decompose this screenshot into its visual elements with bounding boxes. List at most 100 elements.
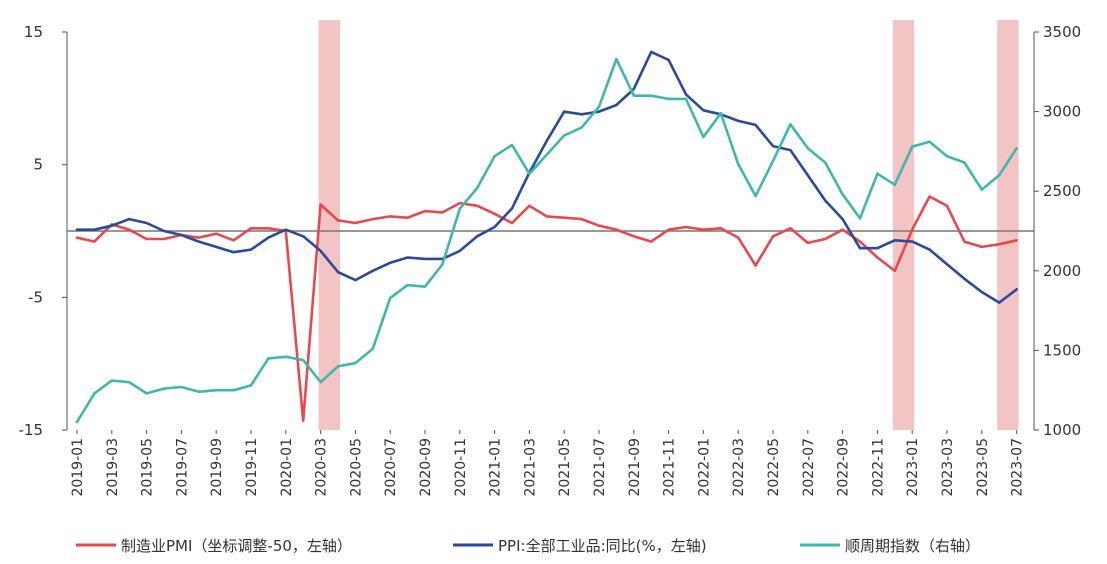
x-tick-label: 2023-01 (905, 438, 921, 497)
series-pmi-line (75, 195, 1018, 423)
series-cyclical-index-point (893, 183, 896, 187)
series-pmi-point (963, 240, 966, 243)
series-pmi-point (354, 221, 357, 225)
series-pmi-point (650, 240, 653, 243)
series-ppi-point (284, 228, 287, 231)
x-tick-label: 2019-01 (70, 438, 86, 497)
series-ppi-point (406, 256, 409, 259)
shaded-period-3 (997, 20, 1019, 430)
series-ppi-point (180, 233, 183, 237)
series-ppi-point (232, 251, 235, 254)
shaded-periods (318, 20, 1019, 430)
shaded-period-1 (318, 20, 340, 430)
left-axis-ticks: 15 5 -5 -15 (19, 23, 67, 439)
series-pmi-point (510, 221, 514, 225)
left-tick-label: -5 (28, 288, 43, 306)
legend-label-cyclical: 顺周期指数（右轴） (845, 537, 980, 555)
series-pmi-point (980, 245, 983, 249)
series-pmi-point (93, 240, 96, 243)
series-pmi-point (162, 237, 166, 241)
series-ppi-point (389, 261, 392, 265)
series-pmi-point (406, 216, 409, 219)
x-tick-label: 2023-07 (1010, 438, 1026, 497)
series-pmi-point (215, 232, 218, 235)
series-cyclical-index-point (406, 283, 409, 287)
series-pmi-point (1015, 239, 1018, 242)
series-cyclical-index-point (980, 188, 983, 191)
series-cyclical-index-point (858, 217, 862, 220)
series-ppi-point (563, 110, 566, 113)
series-cyclical-index-point (580, 126, 583, 129)
series-ppi-point (1015, 288, 1018, 291)
series-cyclical-index-point (945, 154, 949, 158)
series-cyclical-index-point (389, 296, 392, 300)
series-pmi-point (75, 236, 79, 239)
series-ppi-point (702, 109, 705, 112)
series-cyclical-index-point (93, 392, 96, 395)
series-ppi-point (75, 228, 79, 231)
series-pmi-point (232, 239, 235, 242)
x-tick-label: 2020-09 (418, 438, 434, 497)
series-ppi-point (319, 249, 322, 253)
series-ppi-point (510, 207, 514, 210)
series-ppi-point (893, 239, 896, 242)
x-tick-label: 2020-01 (279, 438, 295, 497)
series-ppi-point (667, 58, 670, 62)
series-ppi-point (128, 217, 131, 221)
series-cyclical-index-point (789, 123, 792, 126)
series-ppi-point (249, 248, 253, 251)
series-ppi-point (267, 236, 270, 239)
series-pmi-point (615, 228, 618, 231)
x-tick-label: 2023-03 (940, 438, 956, 497)
series-pmi-point (858, 240, 862, 243)
series-pmi-point (719, 227, 722, 230)
series-pmi-point (302, 419, 305, 422)
series-ppi-point (684, 93, 688, 96)
series-pmi-point (841, 228, 844, 231)
series-pmi-point (998, 243, 1001, 246)
series-pmi-point (563, 216, 566, 219)
series-pmi-point (928, 195, 931, 198)
x-tick-label: 2020-11 (453, 438, 469, 497)
series-pmi-point (632, 235, 635, 238)
series-cyclical-index-point (911, 145, 914, 148)
series-ppi-point (597, 110, 601, 113)
series-cyclical-index-point (1015, 147, 1018, 150)
series-cyclical-index-point (737, 162, 740, 166)
right-tick-label: 2000 (1043, 262, 1081, 280)
series-cyclical-index-point (145, 392, 148, 395)
series-ppi-point (302, 235, 305, 238)
series-ppi-point (806, 174, 809, 177)
series-ppi-point (771, 144, 775, 148)
series-pmi-point (458, 201, 461, 205)
series-ppi-point (632, 87, 635, 91)
series-ppi-point (545, 139, 548, 142)
series-cyclical-index-point (528, 172, 531, 175)
x-tick-label: 2021-03 (522, 438, 538, 497)
x-tick-label: 2022-11 (870, 438, 886, 497)
series-cyclical-index-point (702, 135, 705, 139)
series-cyclical-index-point (615, 57, 618, 61)
series-ppi-point (980, 290, 983, 294)
series-ppi-point (371, 269, 374, 272)
x-tick-label: 2022-03 (731, 438, 747, 497)
x-tick-label: 2019-09 (209, 438, 225, 497)
series-ppi-point (737, 119, 740, 123)
x-tick-label: 2020-07 (383, 438, 399, 497)
series-ppi-point (945, 262, 949, 266)
series-pmi-point (754, 264, 757, 267)
legend-item-pmi: 制造业PMI（坐标调整-50，左轴） (76, 537, 352, 555)
series-ppi-point (841, 217, 844, 221)
series-cyclical-index-point (215, 389, 218, 392)
series-ppi-point (110, 224, 114, 227)
series-cyclical-index-point (423, 285, 427, 288)
series-pmi-point (389, 215, 392, 218)
series-pmi-point (806, 241, 809, 245)
series-ppi-point (458, 249, 461, 253)
series-pmi-point (824, 237, 827, 241)
series-pmi-point (476, 204, 479, 207)
series-pmi-point (493, 212, 496, 215)
series-pmi-point (545, 215, 548, 218)
series-ppi-point (145, 221, 148, 225)
